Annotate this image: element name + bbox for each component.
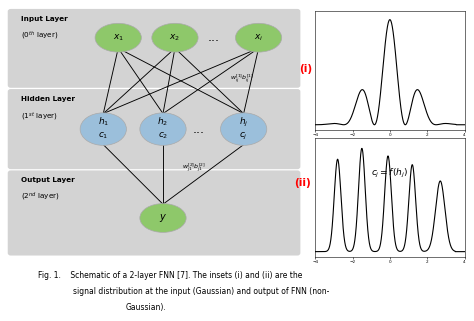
Text: $c_j$: $c_j$ (239, 131, 248, 142)
Text: $h_1$: $h_1$ (98, 116, 109, 128)
Text: $x_2$: $x_2$ (170, 32, 181, 43)
Ellipse shape (152, 23, 198, 52)
Text: $x_i$: $x_i$ (254, 32, 263, 43)
FancyBboxPatch shape (8, 89, 301, 169)
Text: $x_1$: $x_1$ (113, 32, 124, 43)
Text: $h_2$: $h_2$ (157, 116, 169, 128)
FancyBboxPatch shape (8, 9, 301, 88)
Text: $c_1$: $c_1$ (98, 131, 109, 141)
Text: (0$^{th}$ layer): (0$^{th}$ layer) (21, 30, 59, 41)
Ellipse shape (140, 204, 186, 232)
Text: (1$^{st}$ layer): (1$^{st}$ layer) (21, 109, 58, 122)
Ellipse shape (220, 113, 267, 145)
Ellipse shape (80, 113, 127, 145)
Text: Input Layer: Input Layer (21, 16, 68, 22)
Text: ...: ... (193, 123, 205, 135)
Ellipse shape (95, 23, 141, 52)
Text: $c_2$: $c_2$ (158, 131, 168, 141)
Text: signal distribution at the input (Gaussian) and output of FNN (non-: signal distribution at the input (Gaussi… (73, 287, 330, 296)
Text: (ii): (ii) (294, 178, 311, 188)
Text: $y$: $y$ (159, 212, 167, 224)
Text: ...: ... (208, 31, 220, 44)
Ellipse shape (236, 23, 282, 52)
Text: $w_{j1}^{[2]}b_{j1}^{[2]}$: $w_{j1}^{[2]}b_{j1}^{[2]}$ (182, 161, 206, 174)
Ellipse shape (140, 113, 186, 145)
Text: $w_{ij}^{[1]}b_{ij}^{[1]}$: $w_{ij}^{[1]}b_{ij}^{[1]}$ (230, 73, 254, 85)
Text: (2$^{nd}$ layer): (2$^{nd}$ layer) (21, 191, 60, 203)
Text: Output Layer: Output Layer (21, 177, 75, 183)
Text: $h_j$: $h_j$ (239, 116, 248, 129)
Text: Fig. 1.    Schematic of a 2-layer FNN [7]. The insets (i) and (ii) are the: Fig. 1. Schematic of a 2-layer FNN [7]. … (38, 271, 302, 280)
Text: (i): (i) (299, 64, 312, 74)
FancyBboxPatch shape (8, 170, 301, 256)
Text: $c_j = f(h_j)$: $c_j = f(h_j)$ (371, 167, 408, 180)
Text: Gaussian).: Gaussian). (126, 303, 166, 312)
Text: Hidden Layer: Hidden Layer (21, 96, 75, 102)
